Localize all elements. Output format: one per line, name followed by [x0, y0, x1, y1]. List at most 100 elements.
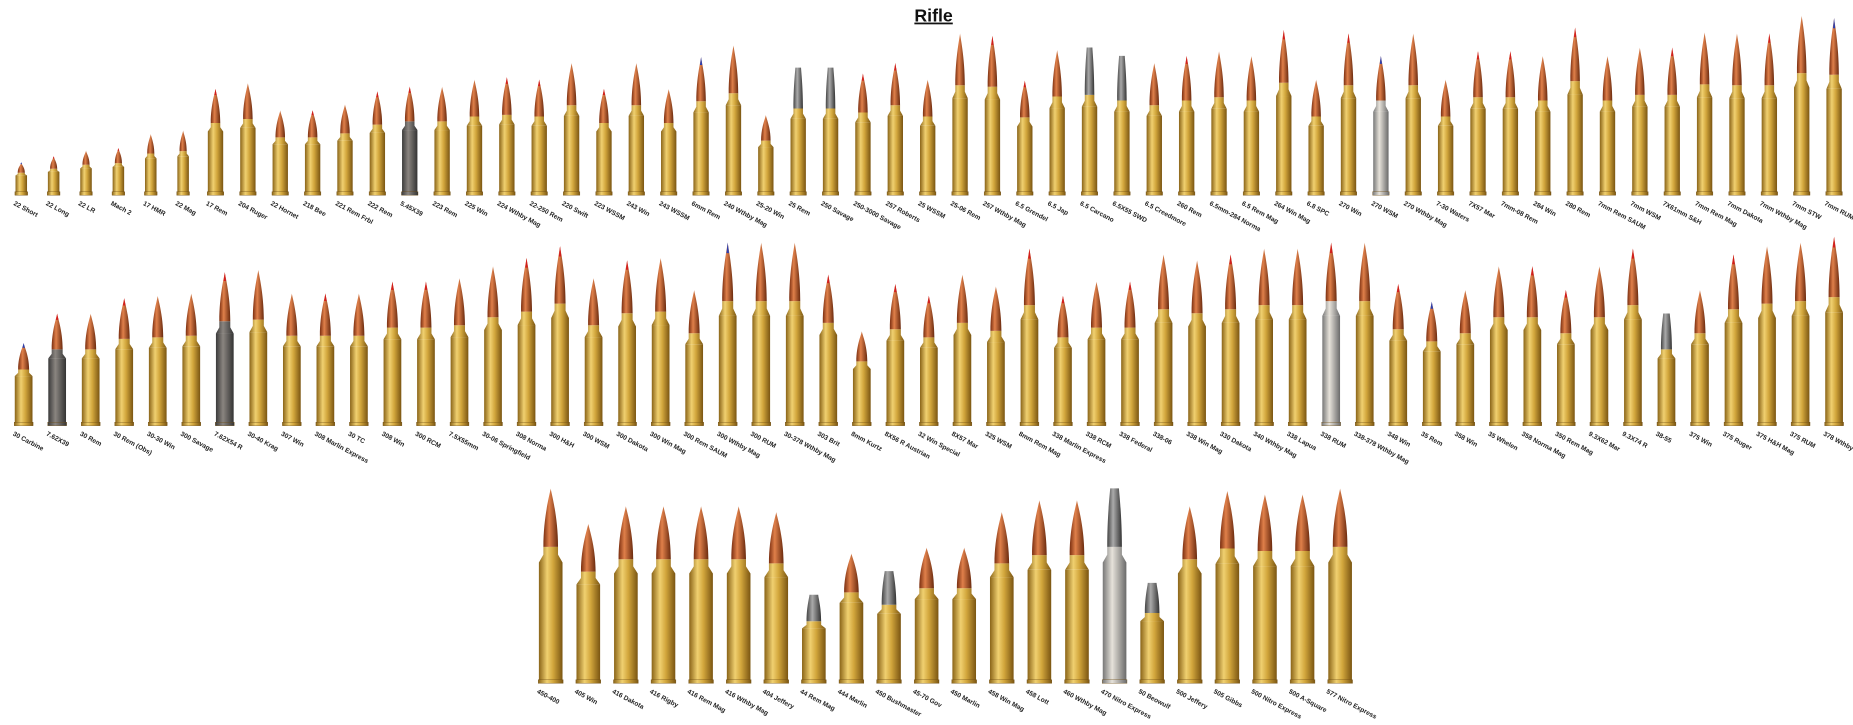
cartridge-label: 260 Rem: [1176, 200, 1203, 219]
bullet: [580, 523, 596, 572]
case-body: [1017, 126, 1033, 193]
cartridge-label: 223 WSSM: [593, 200, 626, 222]
cartridge: [1288, 248, 1308, 426]
cartridge: [239, 83, 257, 196]
cartridge: [876, 571, 902, 684]
case-body: [1355, 315, 1374, 424]
cartridge: [14, 162, 28, 196]
case-body: [531, 125, 547, 193]
cartridge-label: 225 Win: [463, 200, 488, 218]
bullet: [1732, 33, 1742, 86]
case-rim: [449, 422, 470, 426]
polymer-tip: [1671, 47, 1674, 57]
case-body: [1523, 330, 1542, 424]
cartridge: [1696, 32, 1714, 196]
case-neck: [1758, 303, 1776, 318]
cartridge: [1321, 242, 1341, 426]
case-rim: [1288, 422, 1308, 426]
case-body: [538, 562, 563, 681]
bullet: [1107, 488, 1122, 547]
cartridge: [271, 110, 289, 196]
case-body: [14, 376, 33, 424]
case-rim: [1210, 191, 1228, 196]
bullet: [693, 506, 709, 560]
case-body: [1020, 319, 1039, 424]
case-rim: [1728, 191, 1746, 196]
case-neck: [576, 571, 601, 585]
cartridge: [1824, 236, 1844, 426]
cartridge: [1793, 15, 1811, 196]
case-neck: [952, 85, 968, 99]
bullet: [1246, 55, 1257, 101]
cartridge: [81, 313, 101, 426]
case-rim: [81, 422, 101, 426]
case-rim: [1656, 422, 1677, 426]
case-rim: [498, 191, 516, 196]
case-body: [1470, 108, 1486, 193]
cartridge-label: Mach 2: [109, 200, 132, 217]
bullet: [789, 242, 801, 302]
case-body: [1328, 562, 1352, 681]
bullet: [731, 506, 746, 560]
case-body: [417, 339, 435, 424]
cartridge: [986, 286, 1006, 426]
case-rim: [271, 191, 289, 196]
bullet: [844, 553, 859, 593]
case-rim: [1355, 422, 1375, 426]
case-body: [1177, 573, 1202, 681]
case-rim: [181, 422, 201, 426]
case-rim: [304, 191, 322, 196]
bullet: [1295, 494, 1310, 551]
case-body: [628, 115, 645, 193]
cartridge: [617, 260, 637, 426]
polymer-tip: [1531, 266, 1534, 276]
case-body: [1243, 111, 1260, 193]
case-body: [47, 171, 60, 193]
case-body: [1456, 344, 1475, 424]
case-rim: [1623, 422, 1643, 426]
case-neck: [1657, 349, 1676, 359]
case-rim: [757, 191, 775, 196]
case-body: [1535, 111, 1551, 193]
polymer-tip: [505, 77, 508, 84]
case-neck: [953, 322, 972, 335]
case-body: [272, 144, 288, 193]
case-neck: [685, 333, 704, 345]
bullet: [1493, 266, 1505, 318]
case-neck: [920, 337, 938, 348]
cartridge: [1355, 242, 1375, 426]
case-body: [466, 125, 483, 193]
cartridge-label: 300 WSM: [581, 431, 610, 451]
case-neck: [538, 546, 563, 563]
case-body: [819, 334, 838, 424]
cartridge-label: 7.62X39: [45, 431, 70, 449]
case-body: [914, 599, 939, 681]
case-body: [15, 175, 28, 193]
case-rim: [1566, 191, 1584, 196]
case-neck: [1599, 100, 1616, 112]
case-rim: [315, 422, 336, 426]
case-neck: [1373, 100, 1389, 112]
cartridge: [498, 77, 516, 196]
case-neck: [563, 105, 580, 116]
case-rim: [1026, 679, 1052, 684]
cartridge-label: 338 Federal: [1118, 431, 1154, 454]
bullet: [386, 281, 398, 328]
bullet: [1220, 490, 1235, 549]
polymer-tip: [894, 62, 897, 71]
case-rim: [885, 422, 905, 426]
case-body: [920, 125, 936, 193]
bullet: [1828, 236, 1840, 298]
case-neck: [886, 329, 905, 341]
case-neck: [718, 301, 737, 316]
case-body: [1825, 312, 1843, 424]
polymer-tip: [311, 110, 314, 116]
bullet: [806, 594, 822, 622]
cartridge-label: 30 Rem: [79, 431, 103, 448]
case-body: [1146, 115, 1162, 193]
case-body: [952, 98, 968, 193]
case-body: [1255, 319, 1273, 424]
bullet: [768, 511, 784, 564]
bullet: [420, 281, 432, 328]
case-neck: [614, 559, 638, 574]
